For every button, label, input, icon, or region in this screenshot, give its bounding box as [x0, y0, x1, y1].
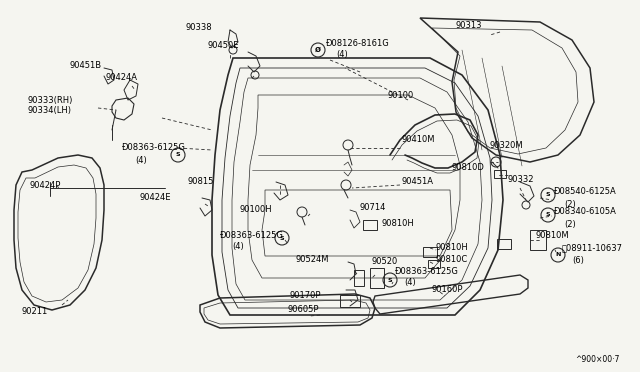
Text: 90815: 90815 [188, 177, 214, 186]
Bar [423, 247, 437, 257]
Text: 90810H: 90810H [382, 219, 415, 228]
Text: Ð08363-6125G: Ð08363-6125G [122, 144, 186, 153]
Text: 90810M: 90810M [535, 231, 568, 240]
Text: N: N [556, 253, 561, 257]
Text: Ð08363-6125G: Ð08363-6125G [220, 231, 284, 240]
Text: S: S [280, 235, 284, 241]
Text: Ð08126-8161G: Ð08126-8161G [326, 39, 390, 48]
Text: (6): (6) [572, 256, 584, 264]
Text: Ð08363-6125G: Ð08363-6125G [395, 267, 459, 276]
Text: 90810D: 90810D [452, 164, 485, 173]
Text: 90313: 90313 [455, 20, 481, 29]
Bar [370, 268, 384, 288]
Text: 90810H: 90810H [435, 244, 468, 253]
Bar [494, 170, 506, 178]
Text: 90524M: 90524M [296, 256, 330, 264]
Bar [497, 239, 511, 249]
Text: 90424P: 90424P [30, 180, 61, 189]
Bar [428, 260, 440, 268]
Text: 90450E: 90450E [208, 41, 239, 49]
Text: 90320M: 90320M [490, 141, 524, 150]
Bar [340, 295, 360, 307]
Text: (4): (4) [232, 241, 244, 250]
Text: 90520: 90520 [372, 257, 398, 266]
Bar [530, 230, 546, 250]
Text: 90334(LH): 90334(LH) [28, 106, 72, 115]
Text: 90100H: 90100H [240, 205, 273, 215]
Text: 90424E: 90424E [140, 193, 172, 202]
Text: S: S [176, 153, 180, 157]
Text: S: S [546, 212, 550, 218]
Text: 90100: 90100 [388, 92, 414, 100]
Text: 90170P: 90170P [289, 291, 321, 299]
Text: 90451B: 90451B [70, 61, 102, 70]
Text: Ð08540-6125A: Ð08540-6125A [554, 187, 617, 196]
Text: (4): (4) [135, 155, 147, 164]
Text: 90211: 90211 [22, 308, 48, 317]
Text: S: S [546, 192, 550, 198]
Text: (4): (4) [404, 279, 416, 288]
Text: 90605P: 90605P [288, 305, 319, 314]
Text: 90424A: 90424A [106, 74, 138, 83]
Bar [363, 220, 377, 230]
Text: 90332: 90332 [508, 176, 534, 185]
Text: (4): (4) [336, 51, 348, 60]
Text: 90160P: 90160P [432, 285, 463, 295]
Text: 90410M: 90410M [402, 135, 435, 144]
Text: (2): (2) [564, 219, 576, 228]
Text: ^900×00·7: ^900×00·7 [575, 356, 620, 365]
Text: 90714: 90714 [360, 203, 387, 212]
Text: 90333(RH): 90333(RH) [28, 96, 74, 105]
Text: 90810C: 90810C [435, 256, 467, 264]
Text: Ø: Ø [315, 47, 321, 53]
Bar [354, 270, 364, 286]
Text: S: S [388, 278, 392, 282]
Text: Ð08340-6105A: Ð08340-6105A [554, 208, 617, 217]
Text: ⓝ08911-10637: ⓝ08911-10637 [562, 244, 623, 253]
Text: 90451A: 90451A [402, 177, 434, 186]
Text: (2): (2) [564, 199, 576, 208]
Text: 90338: 90338 [185, 23, 212, 32]
